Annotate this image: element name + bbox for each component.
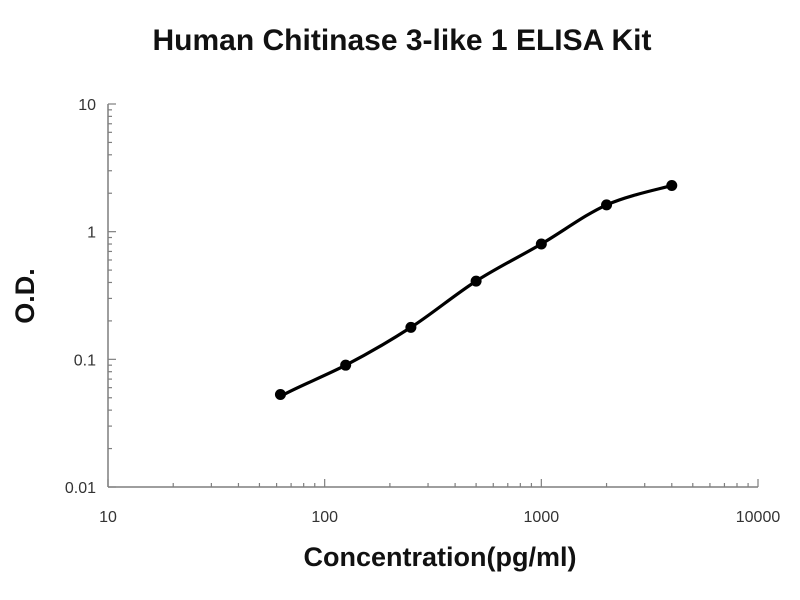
data-point — [405, 321, 417, 333]
y-tick-label: 0.01 — [65, 480, 96, 497]
data-point — [601, 199, 613, 211]
y-tick-label: 1 — [87, 225, 96, 242]
data-point — [535, 238, 547, 250]
fit-curve — [279, 183, 673, 398]
plot-area — [274, 179, 678, 401]
chart-title: Human Chitinase 3-like 1 ELISA Kit — [153, 24, 652, 57]
ticks — [107, 103, 759, 488]
y-tick-label: 10 — [78, 97, 96, 114]
data-point — [274, 389, 286, 401]
data-point — [470, 275, 482, 287]
x-tick-label: 1000 — [524, 509, 560, 526]
x-axis-label: Concentration(pg/ml) — [304, 542, 577, 572]
axes — [107, 104, 758, 488]
tick-labels: 0.01 0.1 1 10 10 100 1000 10000 — [65, 97, 780, 526]
data-point — [340, 359, 352, 371]
x-tick-label: 100 — [311, 509, 338, 526]
y-axis-label: O.D. — [10, 268, 40, 324]
x-tick-label: 10000 — [736, 509, 781, 526]
x-tick-label: 10 — [99, 509, 117, 526]
data-point — [666, 179, 678, 191]
y-tick-label: 0.1 — [74, 352, 96, 369]
